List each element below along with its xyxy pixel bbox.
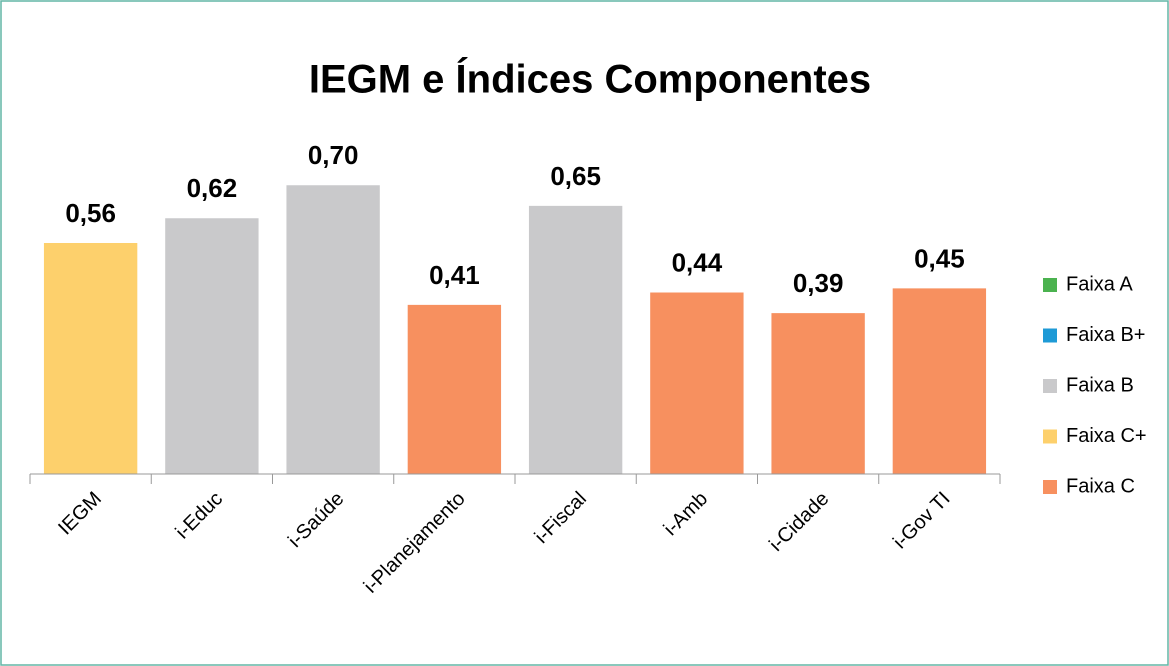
data-label: 0,39 <box>793 268 844 298</box>
bar <box>407 304 502 474</box>
bar <box>528 205 623 474</box>
data-label: 0,41 <box>429 260 480 290</box>
bar <box>771 313 865 474</box>
bar <box>165 218 259 474</box>
data-label: 0,44 <box>672 247 723 277</box>
legend-label: Faixa C <box>1066 475 1135 497</box>
bar <box>892 288 987 474</box>
legend-swatch <box>1043 480 1057 494</box>
data-label: 0,70 <box>308 140 359 170</box>
legend-label: Faixa B <box>1066 374 1134 396</box>
legend-label: Faixa B+ <box>1066 324 1145 346</box>
bar <box>43 243 138 474</box>
legend-label: Faixa A <box>1066 273 1133 295</box>
chart-title: IEGM e Índices Componentes <box>309 57 871 102</box>
data-label: 0,62 <box>187 173 238 203</box>
legend-swatch <box>1043 429 1057 444</box>
legend-swatch <box>1043 328 1057 343</box>
legend-label: Faixa C+ <box>1066 425 1147 447</box>
legend-swatch <box>1043 278 1057 292</box>
bar <box>650 292 744 474</box>
data-label: 0,56 <box>65 198 116 228</box>
data-label: 0,65 <box>550 161 601 191</box>
legend-swatch <box>1043 379 1057 393</box>
data-label: 0,45 <box>914 243 965 273</box>
bar <box>286 185 380 474</box>
